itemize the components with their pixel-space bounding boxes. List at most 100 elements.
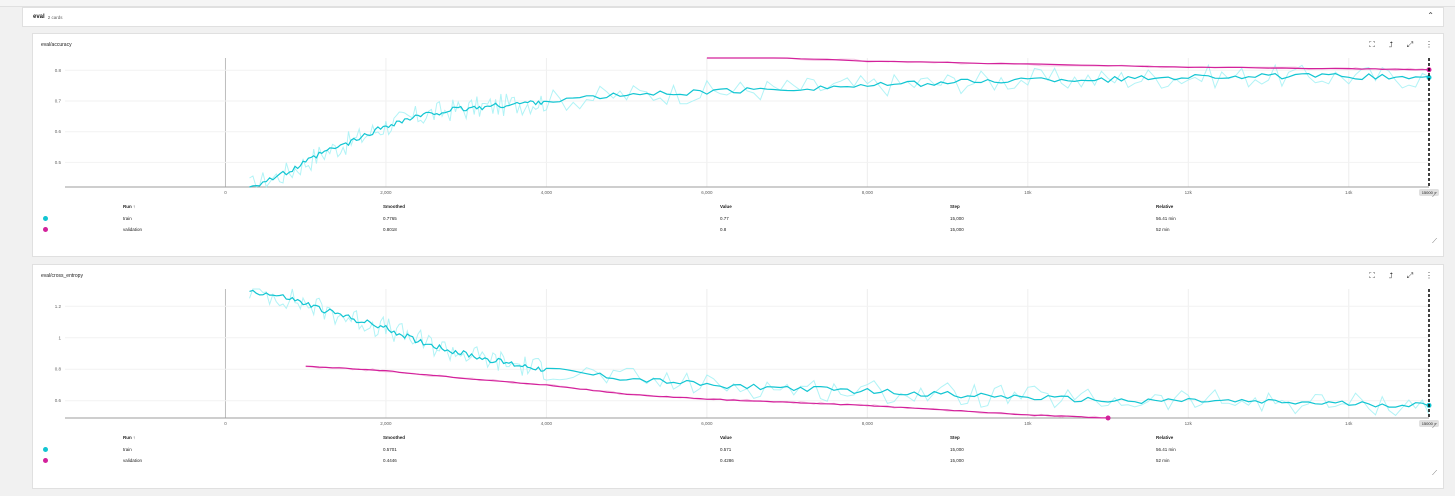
- validation-end-point: [1105, 415, 1111, 421]
- y-tick-label: 0.8: [55, 68, 62, 73]
- smoothed-value: 0.7765: [383, 216, 397, 221]
- scalar-card-accuracy: eval/accuracy ⛶ ⮥ ⤢ ⋮ 0 2,000 4,000 6,000 8,…: [32, 33, 1444, 257]
- step-badge: [1419, 420, 1439, 427]
- train-smoothed-line: [249, 289, 1430, 408]
- x-tick-label: 10k: [1024, 190, 1032, 195]
- top-bar: [0, 0, 1455, 7]
- x-tick-label: 2,000: [380, 190, 392, 195]
- col-relative: Relative: [1156, 204, 1174, 209]
- table-row: train 0.5701 0.571 15,000 56.41 min: [33, 447, 1443, 456]
- col-value: Value: [720, 204, 732, 209]
- validation-color-dot: [43, 458, 48, 463]
- col-smoothed: Smoothed: [383, 204, 405, 209]
- col-run[interactable]: Run ↑: [123, 204, 136, 209]
- train-color-dot: [43, 447, 48, 452]
- x-tick-label: 4,000: [541, 190, 553, 195]
- pin-icon[interactable]: ⮥: [1388, 40, 1394, 49]
- table-row: validation 0.8018 0.8 15,000 52 min: [33, 227, 1443, 236]
- step-value: 15,000: [950, 458, 964, 463]
- chevron-up-icon[interactable]: ⌃: [1427, 11, 1434, 20]
- x-tick-label: 0: [224, 190, 227, 195]
- pin-icon[interactable]: ⮥: [1388, 271, 1394, 280]
- raw-value: 0.571: [720, 447, 732, 452]
- run-name: validation: [123, 458, 143, 463]
- train-raw-line: [249, 63, 1430, 189]
- table-row: validation 0.4446 0.4286 15,000 52 min: [33, 458, 1443, 467]
- train-color-dot: [43, 216, 48, 221]
- x-tick-label: 12k: [1185, 421, 1193, 426]
- x-tick-label: 8,000: [862, 190, 874, 195]
- raw-value: 0.4286: [720, 458, 734, 463]
- accuracy-chart[interactable]: 0 2,000 4,000 6,000 8,000 10k 12k 14k 0.5 0.6 0.7 0…: [33, 34, 1443, 234]
- fullscreen-icon[interactable]: ⛶: [1369, 40, 1375, 49]
- col-smoothed: Smoothed: [383, 435, 405, 440]
- x-tick-label: 4,000: [541, 421, 553, 426]
- validation-smoothed-line: [706, 57, 1429, 71]
- x-tick-label: 6,000: [701, 421, 713, 426]
- step-badge: [1419, 189, 1439, 196]
- x-tick-label: 0: [224, 421, 227, 426]
- train-raw-line: [249, 288, 1430, 417]
- run-name: train: [123, 447, 132, 452]
- card-toolbar: ⛶ ⮥ ⤢ ⋮: [1367, 40, 1434, 50]
- x-tick-label: 10k: [1024, 421, 1032, 426]
- cross-entropy-chart[interactable]: 0 2,000 4,000 6,000 8,000 10k 12k 14k 0.6 0.8 1 1.2…: [33, 265, 1443, 465]
- y-tick-label: 0.5: [55, 160, 62, 165]
- resize-handle-icon[interactable]: ⟋: [1432, 238, 1437, 245]
- smoothed-value: 0.5701: [383, 447, 397, 452]
- resize-handle-icon[interactable]: ⟋: [1432, 192, 1437, 199]
- step-value: 15,000: [950, 216, 964, 221]
- run-table-header: Run ↑ Smoothed Value Step Relative: [33, 435, 1443, 444]
- card-title: eval/cross_entropy: [41, 273, 83, 279]
- col-relative: Relative: [1156, 435, 1174, 440]
- step-badge-label: 15000 ×: [1422, 190, 1437, 195]
- x-tick-label: 14k: [1345, 190, 1353, 195]
- step-value: 15,000: [950, 447, 964, 452]
- run-table-header: Run ↑ Smoothed Value Step Relative: [33, 204, 1443, 213]
- resize-handle-icon[interactable]: ⟋: [1432, 423, 1437, 430]
- raw-value: 0.8: [720, 227, 727, 232]
- y-tick-label: 0.6: [55, 398, 62, 403]
- relative-time: 56.41 min: [1156, 447, 1176, 452]
- fit-domain-icon[interactable]: ⤢: [1406, 271, 1414, 280]
- col-value: Value: [720, 435, 732, 440]
- table-row: train 0.7765 0.77 15,000 56.41 min: [33, 216, 1443, 225]
- relative-time: 56.41 min: [1156, 216, 1176, 221]
- train-smoothed-line: [249, 72, 1430, 188]
- col-step: Step: [950, 204, 960, 209]
- scalar-card-cross-entropy: eval/cross_entropy ⛶ ⮥ ⤢ ⋮ 0 2,000 4,000 6,…: [32, 264, 1444, 489]
- validation-smoothed-line: [305, 365, 1109, 419]
- step-value: 15,000: [950, 227, 964, 232]
- x-tick-label: 8,000: [862, 421, 874, 426]
- run-name: train: [123, 216, 132, 221]
- resize-handle-icon[interactable]: ⟋: [1432, 470, 1437, 477]
- card-group-header[interactable]: eval 2 cards ⌃: [22, 7, 1444, 27]
- col-run[interactable]: Run ↑: [123, 435, 136, 440]
- group-count: 2 cards: [47, 14, 63, 20]
- smoothed-value: 0.8018: [383, 227, 397, 232]
- card-title: eval/accuracy: [41, 42, 72, 48]
- validation-color-dot: [43, 227, 48, 232]
- y-tick-label: 0.8: [55, 367, 62, 372]
- run-name: validation: [123, 227, 143, 232]
- fullscreen-icon[interactable]: ⛶: [1369, 271, 1375, 280]
- raw-value: 0.77: [720, 216, 729, 221]
- fit-domain-icon[interactable]: ⤢: [1406, 40, 1414, 49]
- train-end-point: [1426, 75, 1432, 81]
- x-tick-label: 14k: [1345, 421, 1353, 426]
- step-badge-label: 15000 ×: [1422, 421, 1437, 426]
- card-toolbar: ⛶ ⮥ ⤢ ⋮: [1367, 271, 1434, 281]
- group-title: eval: [33, 14, 45, 20]
- relative-time: 52 min: [1156, 458, 1170, 463]
- col-step: Step: [950, 435, 960, 440]
- more-vert-icon[interactable]: ⋮: [1425, 271, 1433, 280]
- y-tick-label: 1: [58, 335, 61, 340]
- more-vert-icon[interactable]: ⋮: [1425, 40, 1433, 49]
- x-tick-label: 12k: [1185, 190, 1193, 195]
- y-tick-label: 1.2: [55, 304, 62, 309]
- relative-time: 52 min: [1156, 227, 1170, 232]
- x-tick-label: 2,000: [380, 421, 392, 426]
- smoothed-value: 0.4446: [383, 458, 397, 463]
- y-tick-label: 0.6: [55, 129, 62, 134]
- y-tick-label: 0.7: [55, 99, 62, 104]
